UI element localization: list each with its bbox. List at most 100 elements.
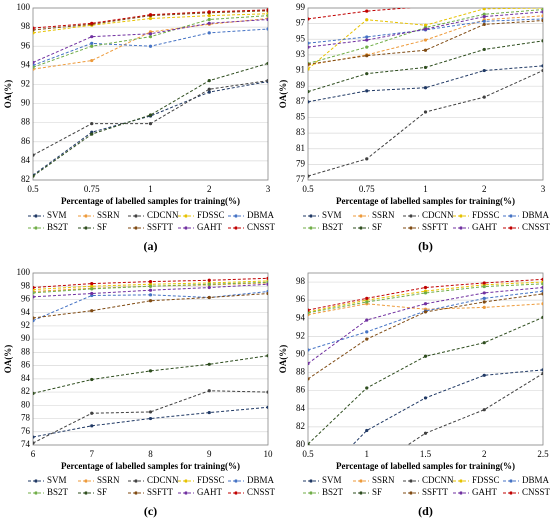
point bbox=[308, 361, 310, 366]
legend-marker bbox=[234, 214, 238, 218]
x-tick-label: 1 bbox=[148, 184, 153, 194]
point bbox=[365, 54, 369, 58]
point bbox=[423, 48, 428, 52]
point bbox=[33, 153, 35, 157]
point bbox=[365, 157, 369, 161]
y-tick-label: 77 bbox=[296, 174, 306, 184]
legend-marker bbox=[359, 479, 363, 483]
y-tick-label: 86 bbox=[21, 136, 31, 146]
y-tick-label: 88 bbox=[21, 117, 31, 127]
plot-area bbox=[33, 8, 268, 178]
x-tick-label: 1 bbox=[365, 449, 370, 459]
y-tick-label: 93 bbox=[296, 49, 306, 59]
point bbox=[541, 282, 543, 286]
point bbox=[306, 489, 309, 492]
x-axis-label: Percentage of labelled samples for train… bbox=[336, 461, 515, 471]
y-tick-label: 89 bbox=[296, 80, 306, 90]
legend-label: SVM bbox=[47, 210, 67, 220]
plot-frame bbox=[307, 7, 544, 181]
caption: (d) bbox=[418, 504, 433, 518]
point bbox=[266, 282, 268, 286]
y-tick-label: 90 bbox=[21, 333, 31, 343]
point bbox=[308, 348, 310, 352]
point bbox=[365, 337, 369, 341]
series-line bbox=[33, 9, 268, 29]
point bbox=[306, 498, 309, 501]
point bbox=[90, 122, 94, 126]
legend-label: GAHT bbox=[197, 487, 222, 497]
point bbox=[541, 368, 543, 372]
point bbox=[423, 285, 428, 290]
x-tick-label: 10 bbox=[264, 449, 274, 459]
legend-marker bbox=[234, 226, 238, 230]
point bbox=[541, 68, 543, 73]
series-line bbox=[308, 286, 543, 364]
y-tick-label: 84 bbox=[21, 373, 31, 383]
point bbox=[90, 411, 94, 415]
point bbox=[148, 35, 153, 39]
point bbox=[423, 310, 428, 314]
x-tick-label: 1.5 bbox=[420, 449, 432, 459]
point bbox=[482, 281, 486, 285]
point bbox=[308, 311, 310, 315]
point bbox=[423, 86, 428, 90]
x-tick-label: 8 bbox=[148, 449, 153, 459]
legend-label: SSFTT bbox=[422, 487, 449, 497]
legend-marker bbox=[184, 491, 188, 495]
plot-area bbox=[308, 8, 543, 178]
legend-label: CNSST bbox=[247, 222, 276, 232]
point bbox=[90, 424, 94, 428]
point bbox=[207, 278, 211, 282]
point bbox=[33, 319, 35, 323]
y-tick-label: 90 bbox=[296, 349, 306, 359]
y-tick-label: 99 bbox=[296, 2, 306, 12]
point bbox=[207, 14, 211, 18]
y-axis-label: OA(%) bbox=[278, 345, 288, 374]
point bbox=[541, 315, 543, 319]
legend-label: CNSST bbox=[522, 222, 550, 232]
point bbox=[90, 284, 94, 288]
series-line bbox=[33, 80, 268, 156]
y-tick-label: 80 bbox=[21, 399, 31, 409]
point bbox=[482, 305, 486, 309]
legend-marker bbox=[134, 479, 138, 483]
point bbox=[207, 362, 211, 366]
series-line bbox=[308, 290, 543, 351]
point bbox=[541, 18, 543, 23]
point bbox=[90, 309, 94, 313]
point bbox=[266, 390, 268, 394]
legend-marker bbox=[84, 214, 88, 218]
point bbox=[33, 65, 35, 69]
legend-label: SSRN bbox=[372, 475, 395, 485]
point bbox=[90, 132, 94, 136]
series-line bbox=[33, 390, 268, 444]
legend-marker bbox=[409, 214, 413, 218]
point bbox=[90, 35, 94, 39]
legend-label: DBMA bbox=[247, 475, 275, 485]
caption: (c) bbox=[144, 504, 157, 518]
legend-marker bbox=[309, 214, 313, 218]
point bbox=[541, 371, 543, 376]
y-tick-label: 78 bbox=[21, 413, 31, 423]
legend-label: DBMA bbox=[522, 475, 550, 485]
legend-label: CNSST bbox=[247, 487, 276, 497]
plot-area bbox=[33, 276, 268, 445]
y-tick-label: 81 bbox=[296, 143, 305, 153]
point bbox=[365, 72, 369, 76]
series-line bbox=[308, 283, 543, 314]
point bbox=[207, 90, 211, 94]
point bbox=[482, 341, 486, 345]
y-tick-label: 94 bbox=[21, 307, 31, 317]
legend-marker bbox=[359, 491, 363, 495]
point bbox=[207, 21, 211, 25]
legend-marker bbox=[509, 479, 513, 483]
point bbox=[541, 14, 543, 18]
series-line bbox=[33, 81, 268, 176]
legend-label: CNSST bbox=[522, 487, 550, 497]
point bbox=[482, 15, 486, 19]
legend-marker bbox=[309, 479, 313, 483]
x-tick-label: 6 bbox=[31, 449, 36, 459]
legend-label: SF bbox=[372, 222, 382, 232]
legend-label: SSFTT bbox=[422, 222, 449, 232]
